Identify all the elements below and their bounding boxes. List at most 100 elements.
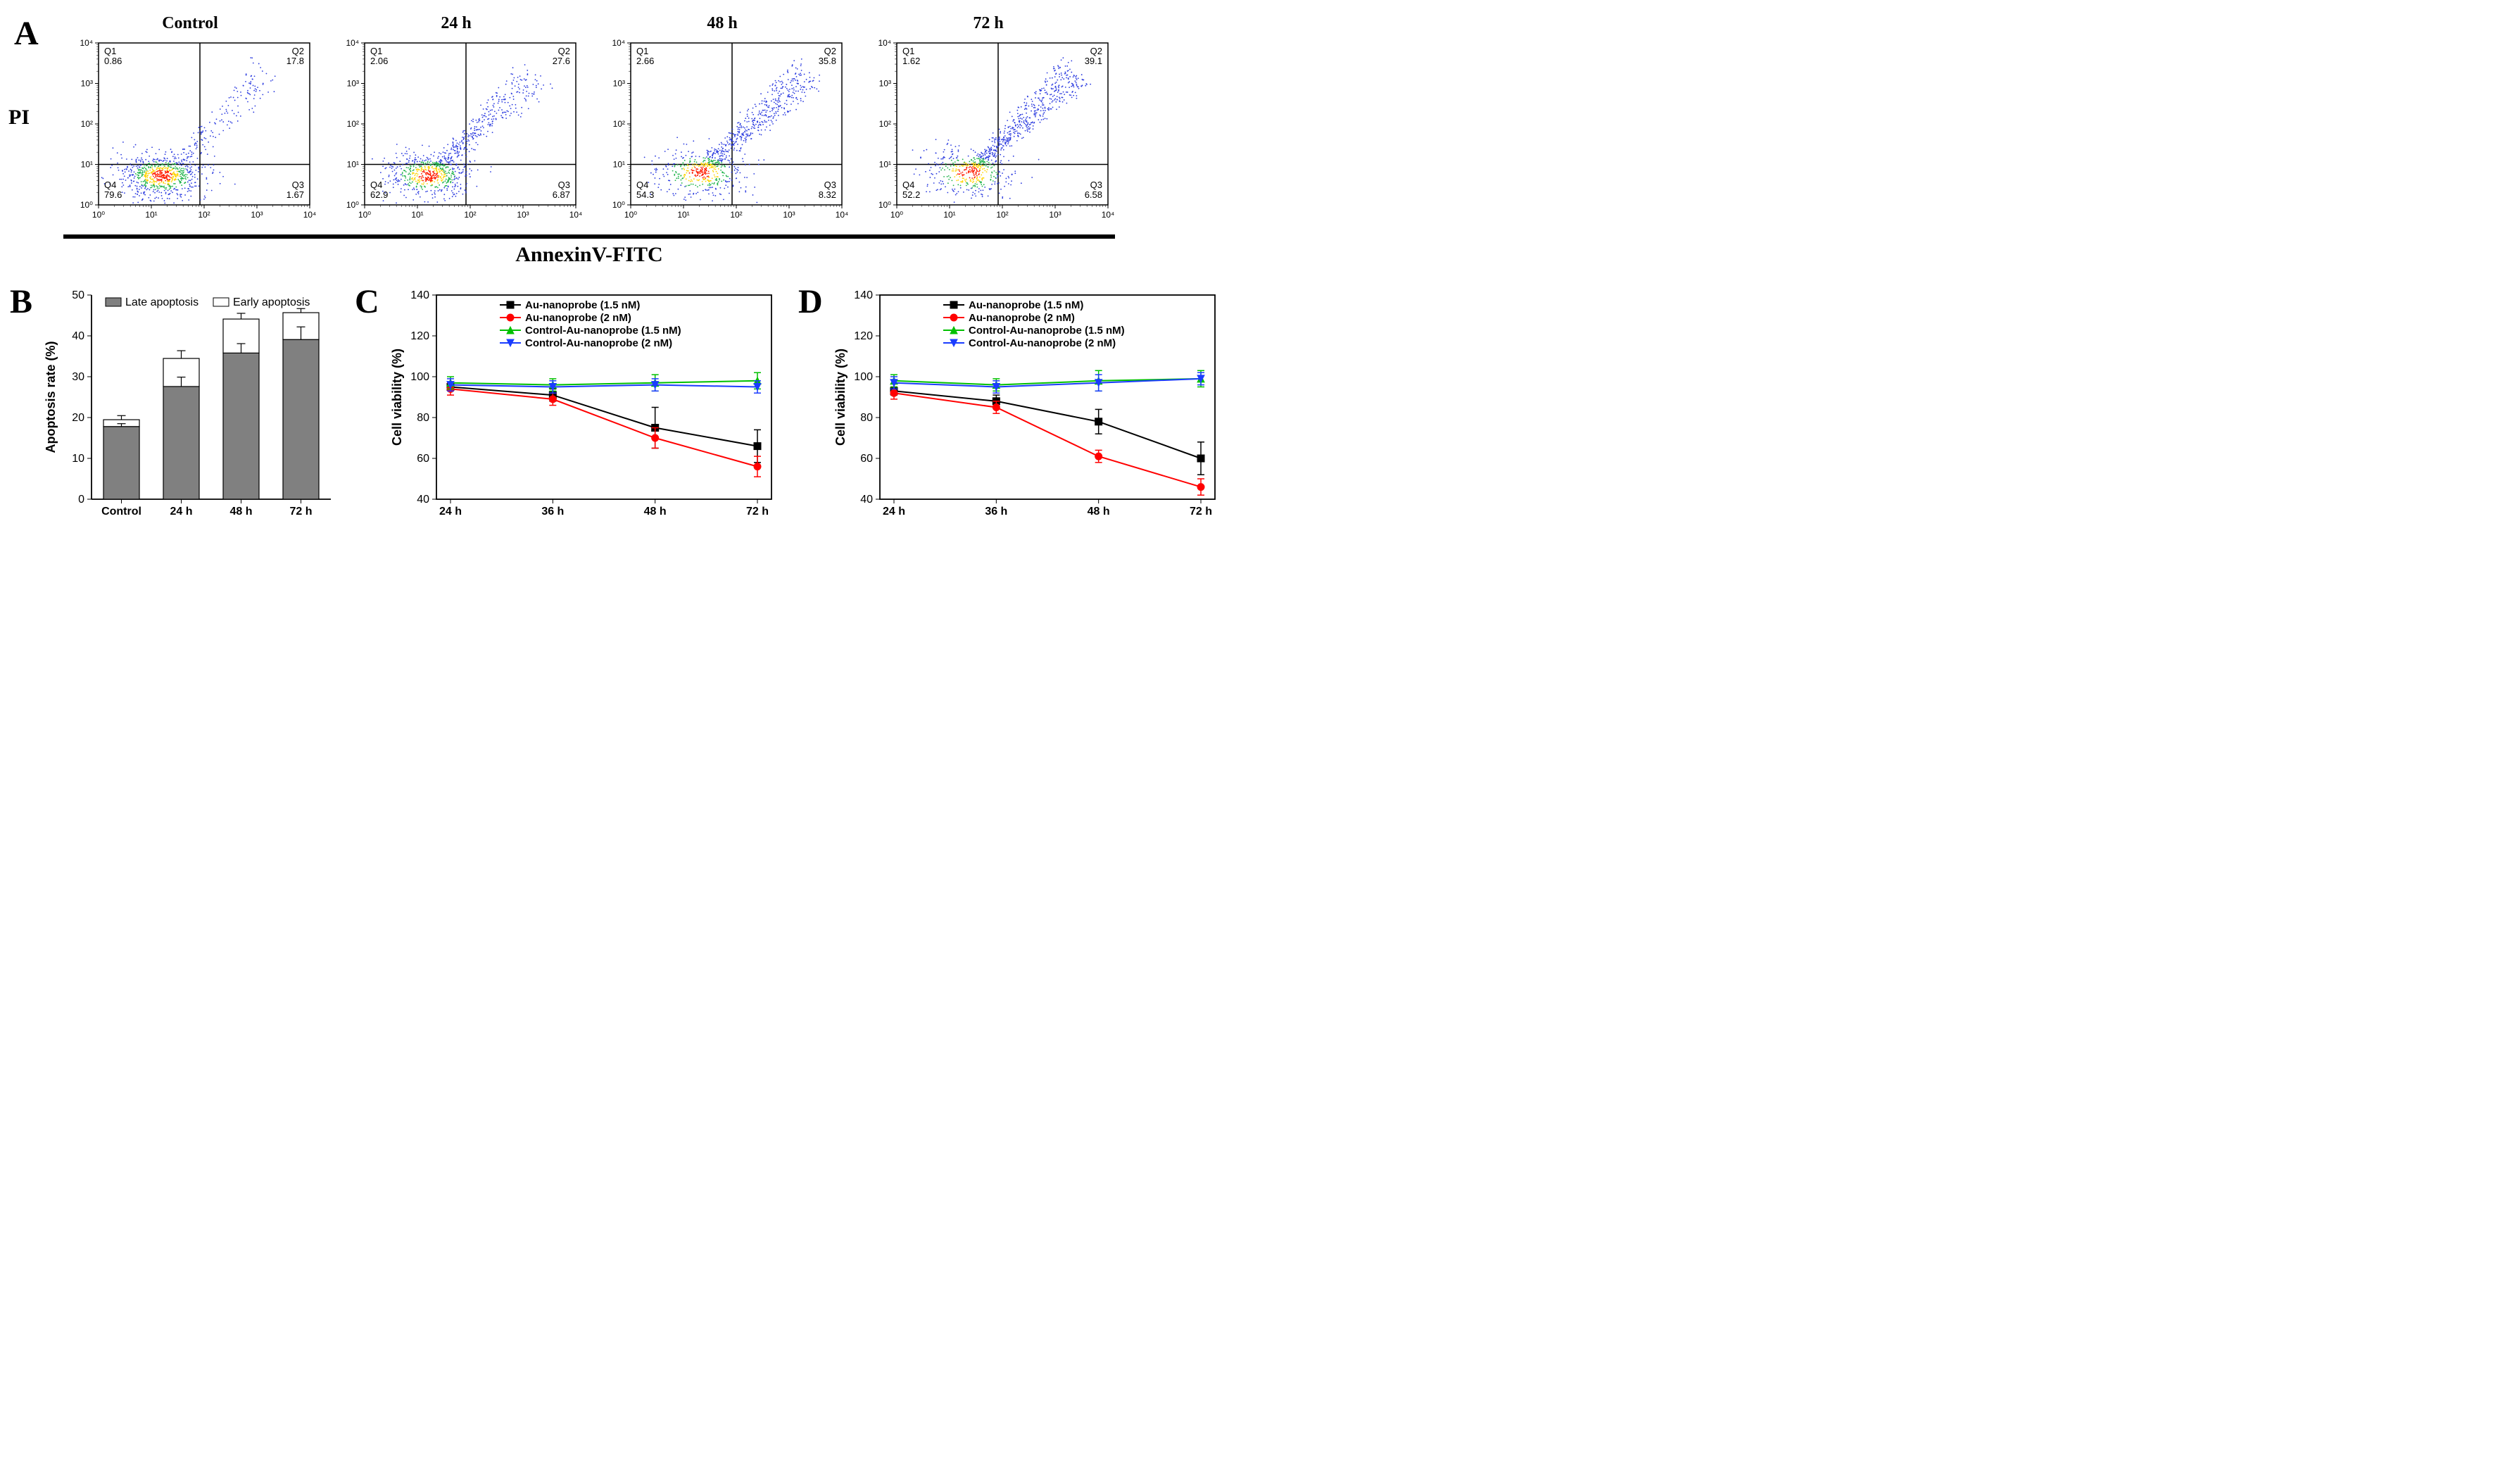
facs-title: 48 h [596, 14, 849, 33]
figure-root: APIControl10⁰10⁰10¹10¹10²10²10³10³10⁴10⁴… [14, 14, 1274, 531]
facs-title: 24 h [329, 14, 583, 33]
facs-x-tick: 10¹ [943, 210, 955, 220]
panel-a-axis-bar [63, 234, 1115, 239]
facs-q-label: Q1 [104, 46, 116, 56]
panel-b: B01020304050Apoptosis rate (%)Control24 … [14, 288, 338, 531]
line-y-tick: 120 [854, 330, 873, 342]
facs-x-tick: 10¹ [145, 210, 157, 220]
facs-x-tick: 10⁰ [890, 210, 903, 220]
facs-x-tick: 10⁰ [92, 210, 105, 220]
facs-y-tick: 10⁴ [80, 38, 93, 48]
facs-q-label: Q3 [558, 180, 570, 190]
facs-y-tick: 10² [347, 119, 359, 129]
facs-q-label: Q2 [824, 46, 836, 56]
facs-q-value: 52.2 [902, 189, 920, 200]
facs-q-value: 2.66 [636, 56, 654, 66]
line-legend-item: Au-nanoprobe (2 nM) [525, 312, 631, 324]
facs-q-label: Q1 [370, 46, 382, 56]
facs-q-value: 35.8 [819, 56, 836, 66]
bar-x-label: 48 h [229, 506, 252, 518]
facs-x-tick: 10³ [1049, 210, 1061, 220]
facs-y-tick: 10¹ [879, 160, 891, 170]
bar-legend-item: Early apoptosis [233, 296, 310, 308]
line-y-tick: 80 [860, 412, 873, 424]
facs-q-label: Q3 [824, 180, 836, 190]
facs-y-tick: 10¹ [347, 160, 359, 170]
facs-y-tick: 10⁴ [346, 38, 359, 48]
bar-y-tick: 40 [72, 330, 84, 342]
facs-x-tick: 10² [464, 210, 476, 220]
facs-q-value: 17.8 [286, 56, 304, 66]
bar-y-tick: 10 [72, 453, 84, 465]
panel-c-label: C [355, 282, 379, 321]
line-x-tick: 48 h [644, 506, 667, 518]
facs-x-tick: 10² [198, 210, 210, 220]
line-y-tick: 140 [410, 289, 429, 301]
facs-q-value: 1.67 [286, 189, 304, 200]
bar-late [103, 427, 139, 499]
facs-y-tick: 10⁰ [612, 200, 625, 210]
line-y-tick: 60 [860, 453, 873, 465]
facs-cell: 24 h10⁰10⁰10¹10¹10²10²10³10³10⁴10⁴Q12.06… [329, 14, 583, 233]
line-y-tick: 100 [854, 371, 873, 383]
facs-q-label: Q2 [1090, 46, 1102, 56]
facs-y-tick: 10⁴ [612, 38, 625, 48]
line-legend-item: Au-nanoprobe (1.5 nM) [969, 299, 1083, 311]
facs-q-label: Q4 [370, 180, 382, 190]
bottom-row: B01020304050Apoptosis rate (%)Control24 … [14, 288, 1274, 531]
facs-y-tick: 10³ [613, 79, 625, 89]
bar-late [163, 387, 199, 499]
facs-x-tick: 10³ [783, 210, 795, 220]
facs-x-tick: 10² [996, 210, 1008, 220]
facs-q-value: 27.6 [553, 56, 570, 66]
bar-late [223, 353, 259, 499]
panel-c: C40608010012014024 h36 h48 h72 hCell via… [359, 288, 781, 531]
facs-x-tick: 10¹ [411, 210, 423, 220]
bar-late [283, 339, 319, 499]
bar-y-label: Apoptosis rate (%) [44, 341, 58, 453]
facs-q-value: 79.6 [104, 189, 122, 200]
line-legend-item: Au-nanoprobe (1.5 nM) [525, 299, 640, 311]
facs-cell: 72 h10⁰10⁰10¹10¹10²10²10³10³10⁴10⁴Q11.62… [862, 14, 1115, 233]
facs-x-tick: 10⁴ [836, 210, 849, 220]
line-y-tick: 140 [854, 289, 873, 301]
facs-q-value: 0.86 [104, 56, 122, 66]
facs-x-tick: 10³ [251, 210, 263, 220]
line-legend-item: Au-nanoprobe (2 nM) [969, 312, 1075, 324]
line-x-tick: 36 h [541, 506, 564, 518]
line-y-tick: 40 [417, 494, 429, 506]
bar-x-label: 24 h [170, 506, 192, 518]
panel-a: APIControl10⁰10⁰10¹10¹10²10²10³10³10⁴10⁴… [14, 14, 1274, 267]
panel-b-label: B [10, 282, 32, 321]
facs-y-tick: 10¹ [613, 160, 625, 170]
line-y-tick: 100 [410, 371, 429, 383]
facs-x-tick: 10⁴ [1102, 210, 1115, 220]
facs-q-value: 1.62 [902, 56, 920, 66]
facs-x-tick: 10⁰ [624, 210, 637, 220]
line-x-tick: 24 h [439, 506, 462, 518]
facs-x-tick: 10⁴ [303, 210, 317, 220]
bar-legend-item: Late apoptosis [125, 296, 199, 308]
bar-y-tick: 50 [72, 289, 84, 301]
facs-x-tick: 10⁰ [358, 210, 371, 220]
facs-cell: 48 h10⁰10⁰10¹10¹10²10²10³10³10⁴10⁴Q12.66… [596, 14, 849, 233]
panel-a-x-label: AnnexinV-FITC [63, 243, 1115, 267]
facs-q-label: Q4 [636, 180, 648, 190]
facs-y-tick: 10⁰ [346, 200, 359, 210]
facs-q-value: 6.87 [553, 189, 570, 200]
facs-q-label: Q2 [558, 46, 570, 56]
facs-title: Control [63, 14, 317, 33]
line-y-tick: 80 [417, 412, 429, 424]
panel-d-label: D [798, 282, 823, 321]
bar-x-label: Control [101, 506, 141, 518]
line-y-label: Cell viability (%) [390, 349, 404, 446]
facs-q-value: 54.3 [636, 189, 654, 200]
facs-q-label: Q3 [292, 180, 304, 190]
bar-y-tick: 30 [72, 371, 84, 383]
line-y-tick: 120 [410, 330, 429, 342]
facs-y-tick: 10³ [347, 79, 359, 89]
line-y-label: Cell viability (%) [833, 349, 848, 446]
line-y-tick: 40 [860, 494, 873, 506]
facs-x-tick: 10⁴ [569, 210, 583, 220]
facs-x-tick: 10¹ [677, 210, 689, 220]
